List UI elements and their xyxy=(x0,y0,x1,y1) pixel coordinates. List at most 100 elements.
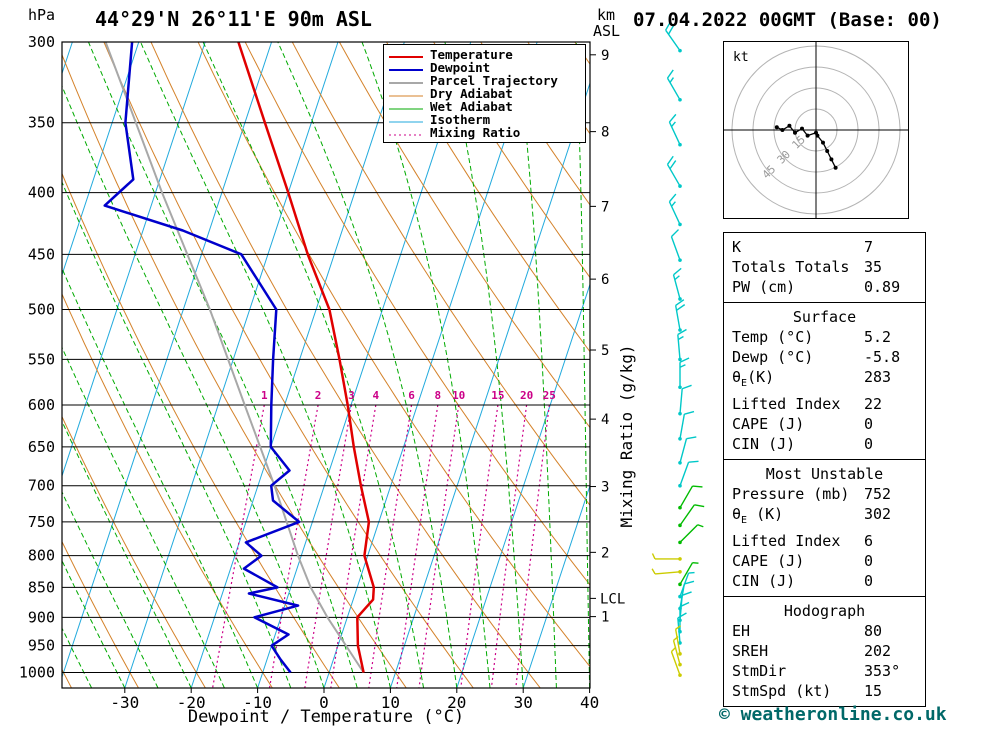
stat-row: Lifted Index 22 xyxy=(724,394,925,414)
stat-value: 80 xyxy=(864,622,883,640)
wind-barb xyxy=(674,299,686,332)
stat-value: -5.8 xyxy=(864,348,901,366)
stat-value: 6 xyxy=(864,532,874,550)
pressure-tick-label: 650 xyxy=(28,438,55,456)
stat-label: CIN (J) xyxy=(732,435,796,453)
legend-line-sample xyxy=(388,74,424,87)
stat-value: 752 xyxy=(864,485,892,503)
hodograph-unit-label: kt xyxy=(733,50,749,65)
pressure-tick-label: 800 xyxy=(28,547,55,565)
km-axis-unit-label: km xyxy=(597,6,615,24)
legend-item: Isotherm xyxy=(388,112,583,127)
km-tick-label: 8 xyxy=(601,125,609,141)
wet-adiabat-lines xyxy=(62,42,590,688)
stat-row: Totals Totals 35 xyxy=(724,257,925,277)
km-axis-asl-label: ASL xyxy=(593,22,620,40)
stat-label: PW (cm) xyxy=(732,278,796,296)
stat-row: SREH 202 xyxy=(724,641,925,661)
stat-row: PW (cm) 0.89 xyxy=(724,277,925,297)
legend-item: Mixing Ratio xyxy=(388,125,583,140)
stat-row: CIN (J) 0 xyxy=(724,434,925,454)
stat-value: 353° xyxy=(864,662,901,680)
background-grid xyxy=(62,42,590,688)
dry-adiabat-lines xyxy=(62,42,590,688)
wind-barb xyxy=(678,524,704,545)
chart-legend: Temperature Dewpoint Parcel Trajectory Dry … xyxy=(383,44,586,143)
stat-row: CAPE (J) 0 xyxy=(724,551,925,571)
legend-item: Wet Adiabat xyxy=(388,99,583,114)
stat-row: CIN (J) 0 xyxy=(724,571,925,591)
legend-item-label: Wet Adiabat xyxy=(430,99,513,114)
mixing-ratio-value-label: 1 xyxy=(261,389,268,402)
pressure-tick-label: 950 xyxy=(28,637,55,655)
stat-row: StmSpd (kt) 15 xyxy=(724,681,925,701)
stat-value: 283 xyxy=(864,368,892,386)
wind-barb xyxy=(678,601,690,634)
mixing-ratio-value-label: 6 xyxy=(408,389,415,402)
mixing-ratio-axis-label: Mixing Ratio (g/kg) xyxy=(617,344,636,527)
pressure-tick-label: 850 xyxy=(28,578,55,596)
run-title: 07.04.2022 00GMT (Base: 00) xyxy=(633,9,942,31)
pressure-tick-label: 350 xyxy=(28,114,55,132)
pressure-tick-label: 550 xyxy=(28,350,55,368)
stat-row: Lifted Index 6 xyxy=(724,531,925,551)
wind-barb xyxy=(651,568,682,575)
hodograph-axes xyxy=(724,42,908,218)
stat-value: 0.89 xyxy=(864,278,901,296)
mixing-ratio-value-label: 20 xyxy=(520,389,533,402)
legend-item-label: Temperature xyxy=(430,47,513,62)
wind-barb xyxy=(678,384,692,416)
stat-value: 15 xyxy=(864,682,883,700)
pressure-tick-label: 500 xyxy=(28,301,55,319)
km-tick-label: 4 xyxy=(601,412,609,428)
wind-barb xyxy=(672,267,682,301)
parcel-trajectory-curve xyxy=(104,42,365,674)
km-tick-label: 1 xyxy=(601,610,609,626)
wind-barb xyxy=(678,357,690,390)
stat-box: Hodograph EH 80 SREH 202 StmDir 353° StmSpd (kt… xyxy=(723,596,926,707)
temperature-tick-label: 10 xyxy=(381,693,400,712)
wind-barb xyxy=(670,646,682,677)
temperature-tick-label: 0 xyxy=(319,693,329,712)
wind-barb xyxy=(678,436,697,465)
stat-value: 7 xyxy=(864,238,874,256)
wind-barb xyxy=(674,625,682,656)
hodograph-trace xyxy=(815,133,838,170)
temperature-tick-label: 30 xyxy=(514,693,533,712)
dewpoint-curve xyxy=(103,42,301,674)
km-tick-label: 2 xyxy=(601,545,609,561)
wind-barb xyxy=(678,485,703,510)
wind-barb xyxy=(678,460,699,488)
stat-label: CIN (J) xyxy=(732,572,796,590)
pressure-tick-label: 700 xyxy=(28,477,55,495)
wind-barb xyxy=(668,113,682,147)
wind-barb xyxy=(677,612,687,645)
plot-border xyxy=(61,41,591,689)
stat-row: StmDir 353° xyxy=(724,661,925,681)
copyright-text: © weatheronline.co.uk xyxy=(719,704,947,725)
stat-row: Pressure (mb) 752 xyxy=(724,484,925,504)
pressure-tick-label: 1000 xyxy=(19,664,55,682)
wind-barb-column xyxy=(651,21,705,677)
stat-label: CAPE (J) xyxy=(732,552,805,570)
stat-value: 0 xyxy=(864,572,874,590)
stat-label: Totals Totals xyxy=(732,258,850,276)
stat-value: 5.2 xyxy=(864,328,892,346)
stat-value: 0 xyxy=(864,552,874,570)
legend-item-label: Dry Adiabat xyxy=(430,86,513,101)
mixing-ratio-value-label: 2 xyxy=(315,389,322,402)
stat-row: CAPE (J) 0 xyxy=(724,414,925,434)
stat-label: θE(K) xyxy=(732,368,775,389)
lcl-label: LCL xyxy=(600,591,625,607)
mixing-ratio-value-label: 10 xyxy=(452,389,465,402)
km-tick-label: 3 xyxy=(601,480,609,496)
pressure-axis-unit-label: hPa xyxy=(28,6,55,24)
legend-item-label: Mixing Ratio xyxy=(430,125,521,140)
legend-line-sample xyxy=(388,61,424,74)
wind-barb xyxy=(677,328,687,362)
temperature-tick-label: 20 xyxy=(447,693,466,712)
temperature-tick-label: 40 xyxy=(580,693,599,712)
stat-box: Surface Temp (°C) 5.2 Dewp (°C) -5.8 θE(K) 283… xyxy=(723,302,926,460)
